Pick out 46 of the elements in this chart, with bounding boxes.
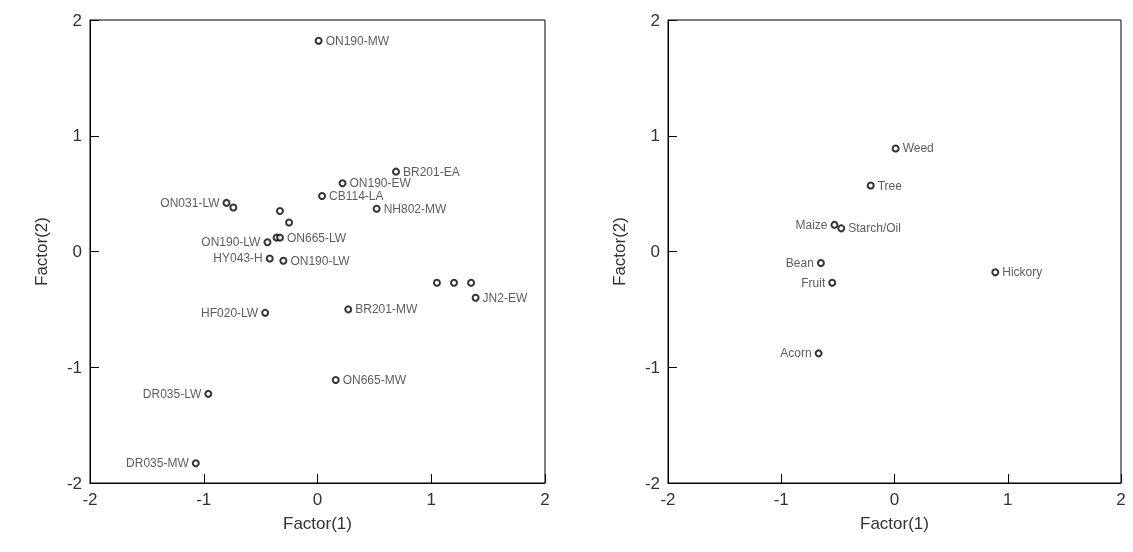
data-label: Acorn [780, 346, 812, 361]
data-label: CB114-LA [329, 188, 384, 203]
data-label: ON190-MW [325, 33, 390, 48]
y-tick-label: 0 [72, 242, 82, 261]
y-tick-label: 2 [650, 10, 660, 30]
data-label: ON031-LW [160, 195, 221, 210]
x-tick-label: 0 [889, 490, 900, 509]
data-label: Bean [785, 256, 814, 271]
y-tick-label: 2 [72, 10, 82, 30]
data-label: DR035-LW [142, 386, 202, 401]
y-tick-label: 0 [650, 242, 660, 261]
y-tick-label: -2 [66, 473, 82, 493]
data-label: HF020-LW [201, 305, 259, 320]
x-axis-title: Factor(1) [283, 514, 352, 533]
data-label: Starch/Oil [848, 221, 901, 236]
data-label: BR201-EA [402, 164, 460, 179]
data-label: Fruit [801, 275, 826, 290]
x-tick-label: -1 [773, 490, 789, 509]
data-label: BR201-MW [355, 302, 418, 317]
data-label: JN2-EW [482, 290, 528, 305]
data-label: ON665-LW [286, 230, 347, 245]
x-axis-title: Factor(1) [860, 514, 929, 533]
data-label: Hickory [1002, 265, 1043, 280]
y-tick-label: 1 [650, 126, 660, 146]
data-label: ON190-LW [201, 235, 262, 250]
x-tick-label: 1 [426, 490, 436, 509]
y-tick-label: 1 [72, 126, 82, 146]
y-tick-label: -1 [644, 357, 660, 377]
data-label: NH802-MW [383, 201, 447, 216]
y-axis-title: Factor(2) [32, 217, 51, 286]
data-label: ON190-LW [290, 253, 351, 268]
x-tick-label: 2 [1116, 490, 1126, 509]
x-tick-label: 0 [312, 490, 323, 509]
data-label: HY043-H [213, 251, 263, 266]
data-label: Maize [795, 217, 828, 232]
x-tick-label: 1 [1003, 490, 1013, 509]
data-label: ON665-MW [342, 372, 407, 387]
data-label: ON190-EW [349, 176, 412, 191]
y-tick-label: -2 [644, 473, 660, 493]
x-tick-label: -1 [196, 490, 212, 509]
data-label: Tree [877, 178, 903, 193]
data-label: DR035-MW [126, 456, 190, 471]
data-label: Weed [902, 141, 934, 156]
y-tick-label: -1 [66, 357, 82, 377]
y-axis-title: Factor(2) [610, 217, 629, 286]
x-tick-label: 2 [540, 490, 550, 509]
